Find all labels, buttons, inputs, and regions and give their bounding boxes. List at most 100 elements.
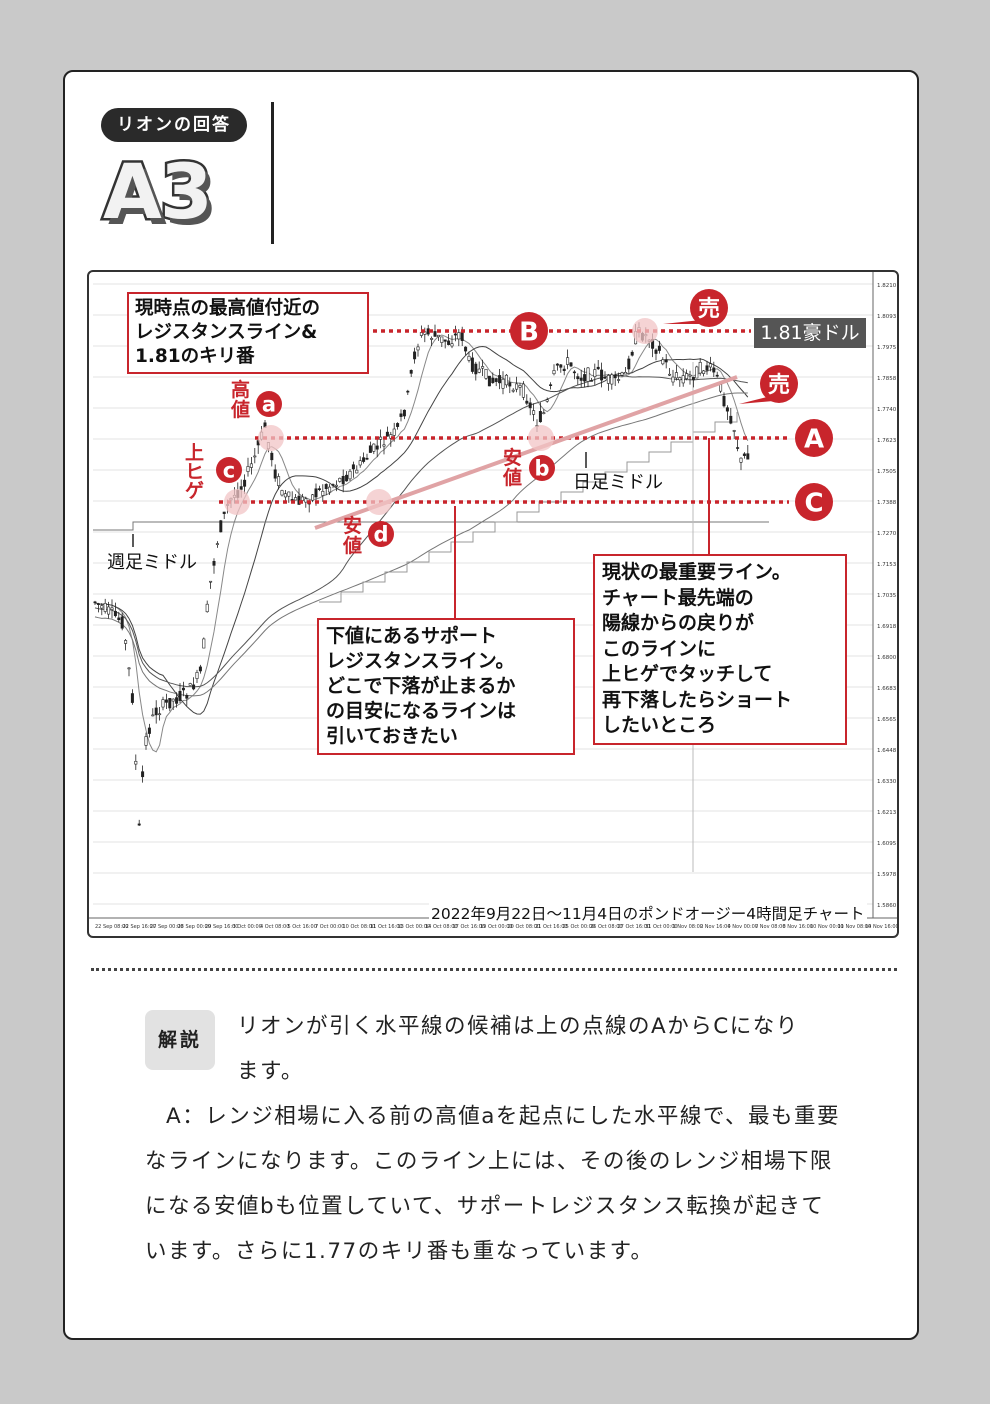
candle-body: [253, 455, 257, 458]
candle-body: [317, 488, 321, 490]
x-tick-label: 14 Nov 16:00: [865, 924, 899, 930]
candle-body: [504, 374, 508, 386]
candle-body: [654, 349, 658, 354]
y-tick-label: 1.6448: [877, 748, 897, 754]
x-tick-label: 14 Oct 08:00: [425, 924, 458, 930]
candle-body: [239, 486, 243, 490]
y-tick-label: 1.5860: [877, 903, 897, 909]
candle-body: [725, 407, 729, 412]
candle-body: [467, 355, 471, 361]
explanation-paragraph-2: A：レンジ相場に入る前の高値aを起点にした水平線で、最も重要なラインになります。…: [145, 1104, 841, 1264]
candle-body: [222, 511, 226, 514]
touch-highlight: [366, 489, 392, 515]
candle-body: [688, 374, 692, 377]
x-tick-label: 20 Oct 08:00: [508, 924, 541, 930]
candle-body: [583, 374, 587, 382]
candle-body: [355, 469, 359, 474]
candle-body: [460, 331, 464, 341]
candle-body: [501, 378, 505, 389]
answer-card: リオンの回答 A3 1.8210 1.8093 1.7975 1.7858 1.7740…: [63, 70, 919, 1340]
candle-body: [212, 561, 216, 566]
y-tick-label: 1.7975: [877, 345, 897, 351]
x-tick-label: 10 Nov 00:00: [810, 924, 844, 930]
candle-body: [246, 466, 250, 472]
candle-body: [321, 490, 325, 496]
candle-body: [358, 460, 362, 466]
y-tick-label: 1.6330: [877, 779, 897, 785]
candle-body: [542, 412, 546, 414]
candle-body: [402, 409, 406, 417]
candle-body: [375, 445, 379, 450]
moving-average-line: [94, 334, 749, 753]
x-tick-label: 25 Oct 00:00: [563, 924, 596, 930]
candle-body: [545, 399, 549, 402]
candle-body: [433, 331, 437, 337]
x-tick-label: 28 Sep 00:00: [178, 924, 211, 930]
header-divider: [271, 102, 274, 244]
candle-body: [134, 760, 138, 765]
candle-body: [596, 366, 600, 370]
x-tick-label: 29 Sep 16:00: [205, 924, 238, 930]
candle-body: [450, 343, 454, 347]
candle-body: [664, 359, 668, 363]
candle-body: [732, 430, 736, 432]
candle-body: [283, 493, 287, 498]
x-tick-label: 8 Nov 16:00: [783, 924, 814, 930]
candle-body: [202, 638, 206, 649]
candle-body: [294, 497, 298, 501]
candle-body: [328, 486, 332, 493]
candle-body: [470, 357, 474, 372]
x-tick-label: 13 Oct 00:00: [398, 924, 431, 930]
marker-c-text: c: [223, 459, 235, 483]
x-tick-label: 19 Oct 00:00: [480, 924, 513, 930]
candle-body: [674, 372, 678, 379]
candle-body: [161, 699, 165, 708]
candle-body: [392, 428, 396, 436]
candle-body: [589, 380, 593, 382]
candle-body: [555, 363, 559, 366]
daily-mid-step-line: [319, 412, 738, 603]
candle-body: [600, 369, 604, 381]
x-tick-label: 3 Oct 00:00: [233, 924, 262, 930]
x-tick-label: 22 Sep 08:00: [95, 924, 128, 930]
candle-body: [362, 457, 366, 462]
candle-body: [572, 371, 576, 374]
candle-body: [100, 605, 104, 609]
candle-body: [287, 491, 291, 497]
candle-body: [685, 373, 689, 380]
marker-c-circle: [216, 457, 242, 483]
candle-body: [147, 727, 151, 734]
x-tick-label: 27 Sep 00:00: [150, 924, 183, 930]
candle-body: [518, 385, 522, 388]
candle-body: [464, 346, 468, 352]
candle-body: [341, 475, 345, 485]
candle-body: [270, 452, 274, 461]
explanation-line-1: リオンが引く水平線の候補は上の点線のAからCになり: [237, 1014, 799, 1039]
candle-body: [559, 364, 563, 368]
marker-b-circle: [529, 455, 555, 481]
candle-body: [93, 601, 97, 604]
candle-body: [416, 346, 420, 351]
marker-C-text: C: [804, 488, 823, 518]
candle-body: [273, 469, 277, 479]
candle-body: [198, 666, 202, 672]
daily-mid-label: 日足ミドル: [573, 472, 663, 493]
candle-body: [107, 606, 111, 615]
candle-body: [124, 640, 128, 644]
marker-A-text: A: [804, 424, 824, 454]
candle-body: [372, 443, 376, 452]
candle-body: [158, 713, 162, 716]
candle-body: [430, 337, 434, 340]
candle-body: [304, 498, 308, 503]
candle-body: [249, 463, 253, 468]
low-b-label: 安 値: [503, 447, 523, 489]
candle-body: [549, 384, 553, 386]
candle-body: [110, 607, 114, 610]
candle-body: [385, 431, 389, 437]
candle-body: [314, 488, 318, 498]
candle-body: [538, 411, 542, 423]
marker-a-circle: [256, 391, 282, 417]
marker-A-circle: [795, 419, 833, 457]
x-tick-label: 21 Oct 16:00: [535, 924, 568, 930]
candle-body: [409, 370, 413, 374]
